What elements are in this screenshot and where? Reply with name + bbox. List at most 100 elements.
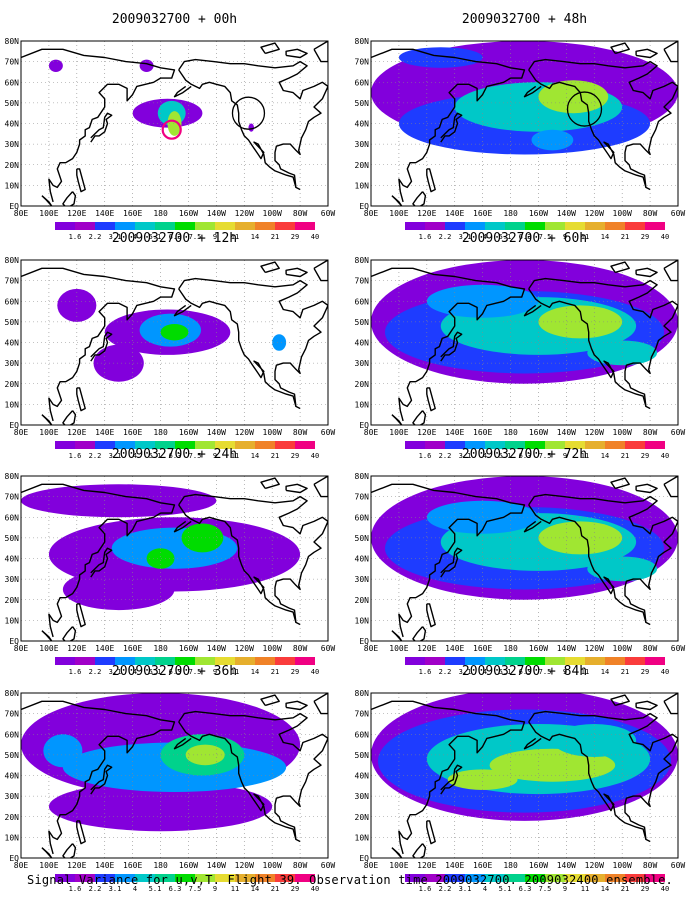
lat-label: 60N xyxy=(355,513,370,522)
lon-label: 160E xyxy=(123,861,142,870)
coastline xyxy=(173,737,192,750)
panel-title: 2009032700 + 00h xyxy=(112,12,237,27)
colorbar-label: 11 xyxy=(231,452,239,460)
colorbar-label: 14 xyxy=(251,452,259,460)
lat-label: 40N xyxy=(355,339,370,348)
map-panel: 2009032700 + 00h 80N 70N 60N 50N 40N 30N 20N 10N… xyxy=(5,12,336,218)
colorbar-swatch xyxy=(255,222,275,230)
coastline xyxy=(523,520,542,533)
coastline xyxy=(440,112,463,143)
colorbar-swatch xyxy=(75,874,95,882)
colorbar-swatch xyxy=(485,222,505,230)
lon-label: 160W xyxy=(529,861,548,870)
lon-label: 60W xyxy=(671,209,686,218)
colorbar-label: 5.1 xyxy=(149,452,162,460)
coastlines xyxy=(371,476,678,641)
colorbar-label: 21 xyxy=(621,885,629,893)
colorbar-swatch xyxy=(275,657,295,665)
colorbar-label: 6.3 xyxy=(169,233,182,241)
coastline xyxy=(260,477,280,490)
colorbar-swatch xyxy=(545,222,565,230)
lon-label: 120E xyxy=(67,861,86,870)
coastline xyxy=(76,820,86,845)
colorbar-label: 4 xyxy=(133,452,137,460)
lon-label: 80W xyxy=(293,428,308,437)
coastline xyxy=(635,267,658,278)
coastline xyxy=(173,304,192,317)
variance-contour xyxy=(146,548,175,569)
colorbar-swatch xyxy=(195,222,215,230)
coastline xyxy=(635,700,658,711)
lat-label: 50N xyxy=(5,99,20,108)
lon-label: 160E xyxy=(473,861,492,870)
colorbar-swatch xyxy=(295,441,315,449)
lon-label: 100W xyxy=(613,644,632,653)
colorbar-swatch xyxy=(485,441,505,449)
lat-label: 20N xyxy=(5,161,20,170)
colorbar-label: 9 xyxy=(563,668,567,676)
colorbar-swatch xyxy=(95,222,115,230)
lat-label: 40N xyxy=(5,555,20,564)
colorbar-swatch xyxy=(465,441,485,449)
coastline xyxy=(62,843,77,858)
panel-title: 2009032700 + 48h xyxy=(462,12,587,27)
observation-circle xyxy=(566,91,603,127)
coastline xyxy=(90,331,113,362)
lon-label: 80W xyxy=(643,861,658,870)
lat-label: EQ xyxy=(9,202,19,211)
colorbar-swatch xyxy=(255,874,275,882)
map-frame xyxy=(370,692,679,859)
coastline xyxy=(610,42,630,55)
colorbar-label: 29 xyxy=(641,233,649,241)
colorbar-label: 5.1 xyxy=(499,233,512,241)
lat-label: EQ xyxy=(359,421,369,430)
lat-label: 40N xyxy=(5,772,20,781)
colorbar-label: 6.3 xyxy=(519,233,532,241)
coastlines xyxy=(21,693,328,858)
lat-label: 50N xyxy=(355,99,370,108)
lon-label: 120W xyxy=(585,209,604,218)
coastline xyxy=(178,721,297,840)
lat-label: 70N xyxy=(5,493,20,502)
lat-label: 80N xyxy=(5,689,20,698)
coastline xyxy=(610,477,630,490)
colorbar-label: 14 xyxy=(601,668,609,676)
colorbar-swatch xyxy=(585,441,605,449)
lon-label: 80W xyxy=(643,209,658,218)
lon-label: 80E xyxy=(364,209,379,218)
variance-contour xyxy=(552,723,637,757)
colorbar-label: 2.2 xyxy=(439,668,452,676)
coastline xyxy=(21,483,176,638)
lon-label: 80W xyxy=(643,428,658,437)
colorbar-label: 11 xyxy=(581,885,589,893)
lon-label: 80E xyxy=(14,861,29,870)
lon-label: 140E xyxy=(95,861,114,870)
lat-label: 40N xyxy=(355,772,370,781)
colorbar-swatch xyxy=(135,657,155,665)
colorbar-label: 2.2 xyxy=(89,668,102,676)
coastline xyxy=(523,304,542,317)
lon-label: 100E xyxy=(39,428,58,437)
colorbar: 1.6 2.2 3.1 4 5.1 6.3 7.5 9 11 14 21 29 40 xyxy=(405,441,669,460)
figure-caption: Signal Variance for u,v,T. Flight 39. Ob… xyxy=(27,873,673,887)
colorbar-label: 29 xyxy=(291,668,299,676)
coastline xyxy=(663,476,678,498)
colorbar-label: 1.6 xyxy=(69,668,82,676)
colorbar-swatch xyxy=(625,657,645,665)
coastline xyxy=(90,764,113,795)
map-panel: 2009032700 + 60h 80N 70N 60N 50N 40N 30N 20N 10N… xyxy=(355,231,686,437)
colorbar-swatch xyxy=(235,222,255,230)
colorbar-swatch xyxy=(405,657,425,665)
lat-label: 10N xyxy=(355,616,370,625)
coastline xyxy=(90,112,113,143)
colorbar-label: 29 xyxy=(291,452,299,460)
coastline xyxy=(76,603,86,628)
colorbar-swatch xyxy=(155,441,175,449)
colorbar-swatch xyxy=(525,657,545,665)
colorbar-swatch xyxy=(625,441,645,449)
colorbar-swatch xyxy=(75,657,95,665)
colorbar-swatch xyxy=(465,874,485,882)
colorbar-swatch xyxy=(425,657,445,665)
lat-label: 20N xyxy=(355,380,370,389)
lon-label: 60W xyxy=(321,861,336,870)
